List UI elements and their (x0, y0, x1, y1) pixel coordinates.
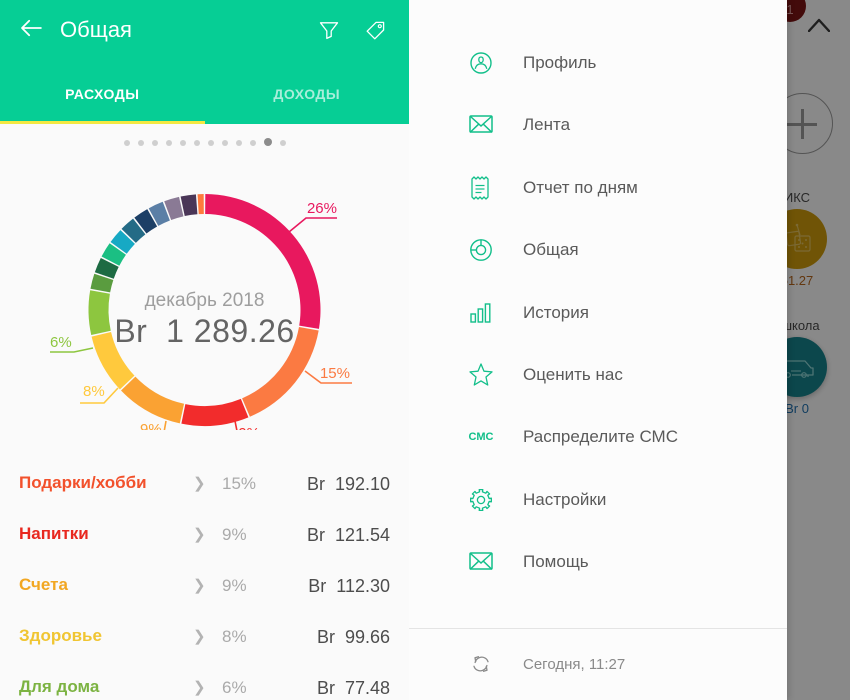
svg-text:9%: 9% (238, 425, 260, 430)
svg-text:8%: 8% (83, 383, 105, 400)
svg-text:26%: 26% (307, 200, 337, 217)
svg-text:9%: 9% (140, 421, 162, 430)
svg-text:15%: 15% (320, 365, 350, 382)
